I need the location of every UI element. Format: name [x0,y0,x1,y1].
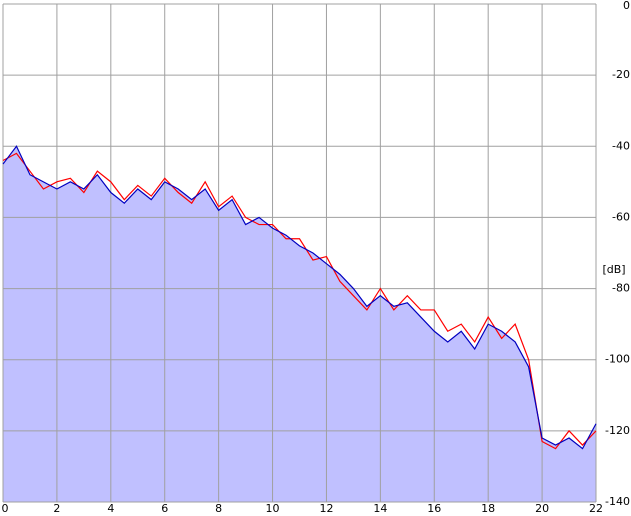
x-tick-label: 4 [107,502,114,515]
y-tick-label: -40 [612,139,630,152]
y-tick-label: -120 [605,424,630,437]
area [3,146,596,503]
y-tick-label: -20 [612,68,630,81]
line [2,145,597,450]
x-tick-label: 8 [215,502,222,515]
x-tick-label: 14 [373,502,387,515]
y-tick-label: -60 [612,210,630,223]
x-tick-label: 18 [481,502,495,515]
line [2,152,597,450]
x-tick-label: 0 [2,502,9,515]
x-tick-label: 16 [427,502,441,515]
x-tick-label: 2 [53,502,60,515]
x-tick-label: 10 [266,502,280,515]
y-tick-label: 0 [623,0,630,12]
y-tick-label: -80 [612,282,630,295]
x-tick-label: 20 [535,502,549,515]
y-tick-label: -140 [605,495,630,508]
x-tick-label: 22 [589,502,603,515]
y-tick-label: -100 [605,353,630,366]
x-tick-label: 12 [319,502,333,515]
y-axis-label: [dB] [602,263,625,276]
x-tick-label: 6 [161,502,168,515]
